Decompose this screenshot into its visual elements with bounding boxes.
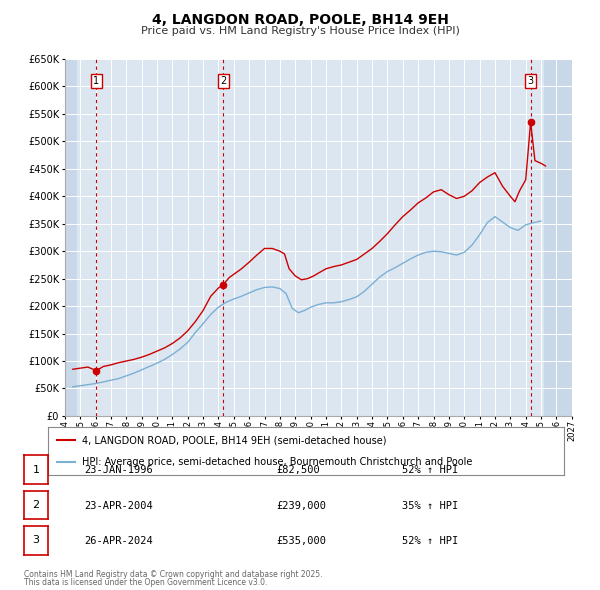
Text: 4, LANGDON ROAD, POOLE, BH14 9EH (semi-detached house): 4, LANGDON ROAD, POOLE, BH14 9EH (semi-d… (82, 435, 386, 445)
Text: This data is licensed under the Open Government Licence v3.0.: This data is licensed under the Open Gov… (24, 578, 268, 587)
Text: 4, LANGDON ROAD, POOLE, BH14 9EH: 4, LANGDON ROAD, POOLE, BH14 9EH (152, 13, 448, 27)
Text: 3: 3 (32, 536, 40, 545)
Text: Contains HM Land Registry data © Crown copyright and database right 2025.: Contains HM Land Registry data © Crown c… (24, 570, 323, 579)
Text: 2: 2 (220, 76, 226, 86)
Text: £535,000: £535,000 (276, 536, 326, 546)
Text: HPI: Average price, semi-detached house, Bournemouth Christchurch and Poole: HPI: Average price, semi-detached house,… (82, 457, 472, 467)
Text: 23-JAN-1996: 23-JAN-1996 (84, 466, 153, 475)
Text: 52% ↑ HPI: 52% ↑ HPI (402, 536, 458, 546)
Text: 1: 1 (32, 465, 40, 474)
Text: 35% ↑ HPI: 35% ↑ HPI (402, 501, 458, 510)
Text: Price paid vs. HM Land Registry's House Price Index (HPI): Price paid vs. HM Land Registry's House … (140, 26, 460, 36)
Bar (65, 59, 77, 416)
Text: £239,000: £239,000 (276, 501, 326, 510)
Text: 23-APR-2004: 23-APR-2004 (84, 501, 153, 510)
Text: 1: 1 (94, 76, 100, 86)
Bar (544, 59, 572, 416)
Text: £82,500: £82,500 (276, 466, 320, 475)
Text: 26-APR-2024: 26-APR-2024 (84, 536, 153, 546)
Text: 2: 2 (32, 500, 40, 510)
Text: 3: 3 (527, 76, 533, 86)
Text: 52% ↑ HPI: 52% ↑ HPI (402, 466, 458, 475)
